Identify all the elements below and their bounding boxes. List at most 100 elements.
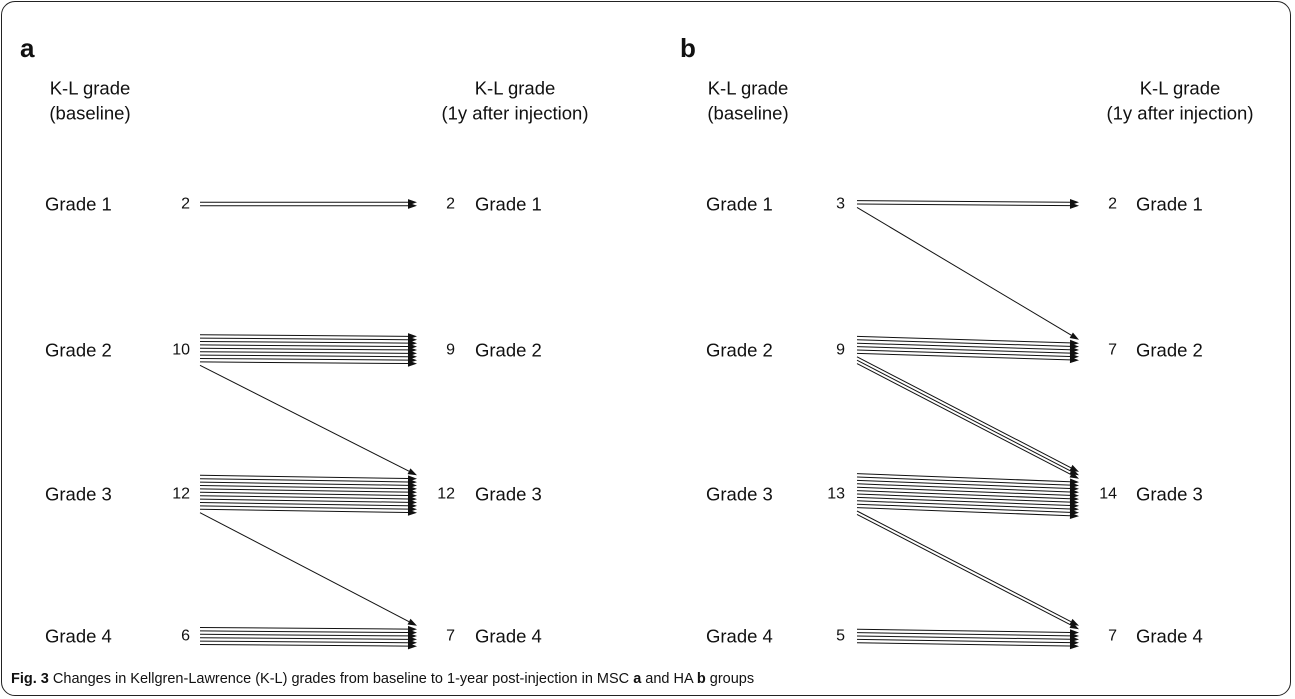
transition-arrow (856, 356, 1072, 469)
transition-arrow (856, 359, 1072, 472)
followup-count: 9 (446, 342, 455, 359)
transition-arrow (199, 474, 409, 480)
transition-arrow (856, 352, 1071, 361)
followup-grade-label: Grade 4 (1136, 626, 1203, 647)
transition-arrow (856, 513, 1072, 626)
arrowhead (407, 468, 417, 476)
transition-arrow (199, 640, 409, 644)
transition-arrow (856, 476, 1071, 486)
transition-arrow (199, 495, 409, 500)
transition-arrow (199, 491, 409, 497)
arrowhead (407, 509, 417, 516)
arrowhead (1069, 622, 1079, 630)
transition-arrow (856, 363, 1072, 476)
transition-arrow (199, 361, 409, 365)
baseline-grade-label: Grade 2 (706, 340, 773, 361)
baseline-count: 3 (836, 196, 845, 213)
transition-arrow (199, 505, 409, 510)
transition-arrow (856, 507, 1071, 517)
arrowhead (1069, 512, 1079, 519)
transition-arrow (199, 502, 409, 507)
right-header-line-2: (1y after injection) (441, 103, 588, 124)
baseline-grade-label: Grade 4 (45, 626, 112, 647)
baseline-count: 10 (172, 342, 190, 359)
transition-arrow (856, 486, 1071, 496)
transition-arrow (199, 630, 409, 634)
transition-arrow (199, 508, 409, 514)
transition-arrow (856, 642, 1071, 647)
caption-text-3: groups (705, 671, 755, 687)
transition-arrow (856, 496, 1071, 507)
transition-arrow (856, 479, 1071, 490)
transition-arrow (856, 503, 1071, 513)
baseline-grade-label: Grade 1 (706, 194, 773, 215)
panel-letter: a (20, 33, 35, 63)
arrowhead (1069, 356, 1079, 364)
transition-arrow (199, 512, 410, 623)
transition-arrow (856, 635, 1071, 640)
transition-arrow (856, 483, 1071, 493)
followup-grade-label: Grade 2 (475, 340, 542, 361)
transition-arrow (199, 637, 409, 640)
baseline-count: 5 (836, 628, 845, 645)
figure-caption: Fig. 3 Changes in Kellgren-Lawrence (K-L… (11, 671, 754, 687)
followup-count: 14 (1099, 486, 1117, 503)
transition-arrow (199, 354, 409, 358)
left-header-line-2: (baseline) (49, 103, 130, 124)
baseline-count: 2 (181, 196, 190, 213)
transition-arrow (199, 478, 409, 483)
followup-count: 7 (446, 628, 455, 645)
arrowhead (407, 360, 417, 367)
arrowhead (408, 202, 417, 209)
transition-arrow (856, 500, 1071, 510)
transition-arrow (856, 632, 1071, 637)
panel-b: b K-L grade (baseline) K-L grade (1y after i… (680, 33, 1254, 650)
transition-arrow (856, 473, 1071, 483)
baseline-grade-label: Grade 3 (45, 484, 112, 505)
transition-arrow (199, 337, 409, 341)
transition-arrow (856, 493, 1071, 503)
transition-arrow (199, 485, 409, 490)
followup-count: 2 (446, 196, 455, 213)
panel-a: a K-L grade (baseline) K-L grade (1y after i… (20, 33, 589, 650)
baseline-count: 9 (836, 342, 845, 359)
arrowhead (1069, 202, 1079, 209)
transition-arrow (199, 627, 409, 630)
transition-arrow (856, 490, 1071, 500)
transition-arrow (856, 335, 1071, 344)
followup-count: 2 (1108, 196, 1117, 213)
arrowhead (407, 618, 417, 626)
baseline-count: 12 (172, 486, 190, 503)
transition-arrow (199, 498, 409, 503)
followup-grade-label: Grade 1 (1136, 194, 1203, 215)
panel-letter: b (680, 33, 696, 63)
caption-label: Fig. 3 (11, 671, 49, 687)
right-header-line-2: (1y after injection) (1106, 103, 1253, 124)
left-header-line-1: K-L grade (708, 78, 789, 99)
transition-arrow (856, 638, 1071, 644)
transition-arrow (199, 488, 409, 493)
transition-arrow (199, 347, 409, 351)
transition-arrow (199, 344, 409, 348)
transition-arrow (856, 510, 1072, 623)
transition-arrow (199, 364, 410, 472)
baseline-count: 6 (181, 628, 190, 645)
transition-arrow (856, 339, 1071, 347)
right-header-line-1: K-L grade (475, 78, 556, 99)
transition-arrow (199, 358, 409, 361)
left-header-line-1: K-L grade (50, 78, 131, 99)
followup-count: 12 (437, 486, 455, 503)
transition-arrow (856, 628, 1071, 633)
baseline-grade-label: Grade 4 (706, 626, 773, 647)
baseline-grade-label: Grade 2 (45, 340, 112, 361)
followup-grade-label: Grade 2 (1136, 340, 1203, 361)
transition-arrow (199, 481, 409, 486)
baseline-grade-label: Grade 3 (706, 484, 773, 505)
transition-arrow (856, 206, 1072, 336)
left-header-line-2: (baseline) (707, 103, 788, 124)
followup-grade-label: Grade 3 (1136, 484, 1203, 505)
caption-bold-b: b (696, 671, 706, 687)
followup-count: 7 (1108, 628, 1117, 645)
transition-arrow (856, 203, 1071, 207)
